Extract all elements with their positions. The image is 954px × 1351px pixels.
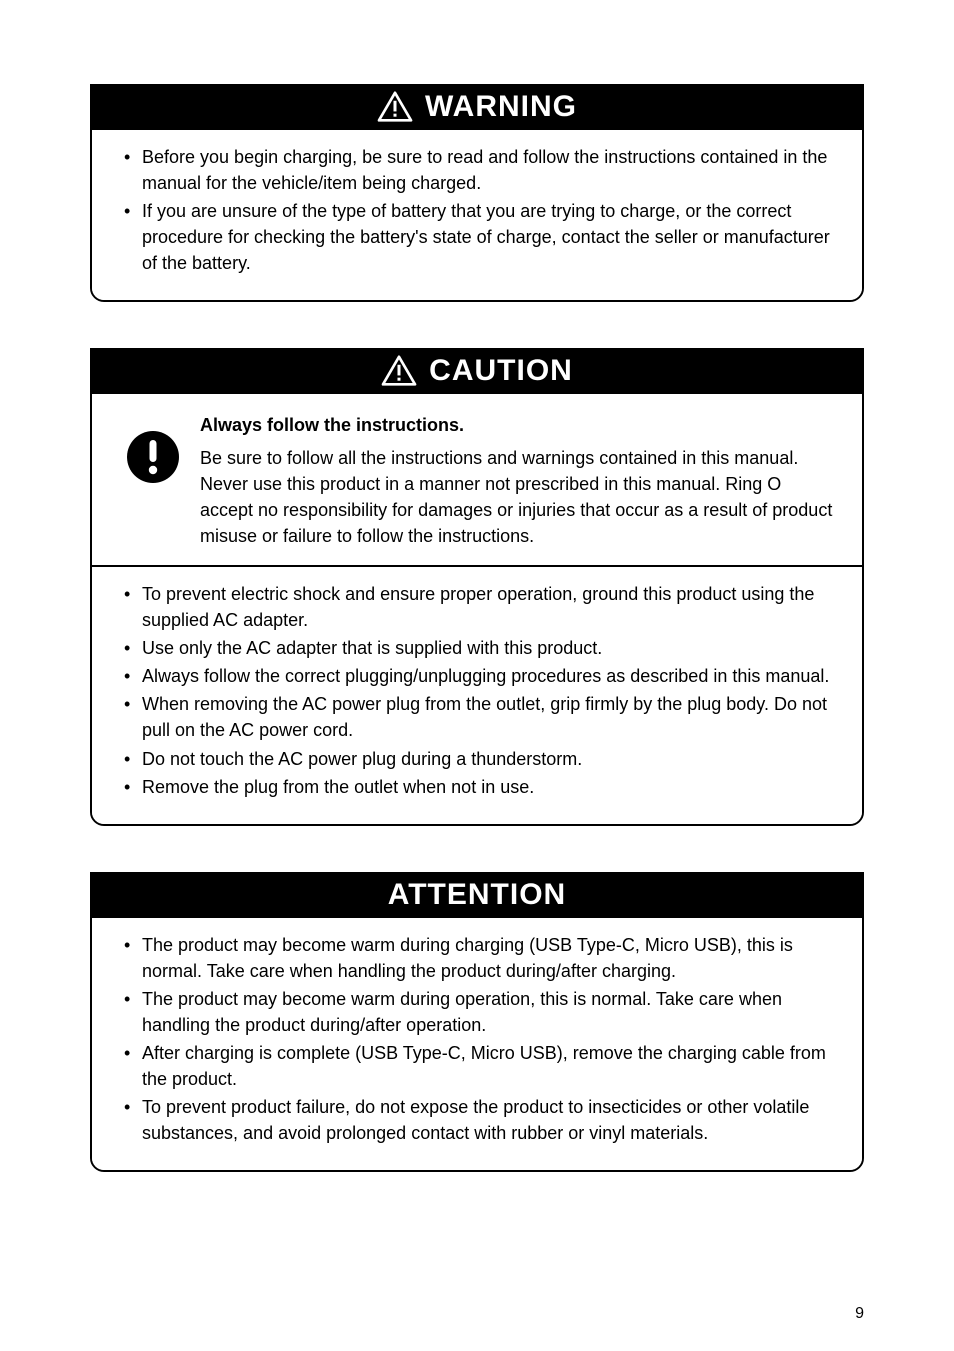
list-item: Always follow the correct plugging/unplu… (120, 663, 834, 689)
caution-section-1: Always follow the instructions. Be sure … (120, 412, 834, 548)
caution-paragraph: Be sure to follow all the instructions a… (200, 445, 834, 549)
list-item: To prevent electric shock and ensure pro… (120, 581, 834, 633)
list-item: Use only the AC adapter that is supplied… (120, 635, 834, 661)
attention-bullet-list: The product may become warm during charg… (120, 932, 834, 1147)
caution-title: Always follow the instructions. (200, 412, 834, 438)
list-item: If you are unsure of the type of battery… (120, 198, 834, 276)
list-item: The product may become warm during opera… (120, 986, 834, 1038)
caution-triangle-icon (381, 355, 417, 387)
caution-body: Always follow the instructions. Be sure … (92, 394, 862, 823)
caution-text-block: Always follow the instructions. Be sure … (200, 412, 834, 548)
warning-bullet-list: Before you begin charging, be sure to re… (120, 144, 834, 276)
warning-triangle-icon (377, 91, 413, 123)
attention-header: ATTENTION (92, 874, 862, 918)
warning-body: Before you begin charging, be sure to re… (92, 130, 862, 300)
list-item: Do not touch the AC power plug during a … (120, 746, 834, 772)
caution-label: CAUTION (429, 354, 573, 388)
caution-bullet-list: To prevent electric shock and ensure pro… (120, 581, 834, 800)
page-root: WARNING Before you begin charging, be su… (0, 0, 954, 1351)
caution-header: CAUTION (92, 350, 862, 394)
exclamation-circle-icon (126, 430, 180, 484)
list-item: Before you begin charging, be sure to re… (120, 144, 834, 196)
list-item: After charging is complete (USB Type-C, … (120, 1040, 834, 1092)
attention-label: ATTENTION (388, 878, 566, 912)
list-item: The product may become warm during charg… (120, 932, 834, 984)
warning-box: WARNING Before you begin charging, be su… (90, 84, 864, 302)
caution-box: CAUTION Always follow the instructions. … (90, 348, 864, 825)
list-item: Remove the plug from the outlet when not… (120, 774, 834, 800)
page-number: 9 (855, 1305, 864, 1323)
caution-divider (92, 565, 862, 567)
attention-box: ATTENTION The product may become warm du… (90, 872, 864, 1173)
attention-body: The product may become warm during charg… (92, 918, 862, 1171)
list-item: To prevent product failure, do not expos… (120, 1094, 834, 1146)
warning-label: WARNING (425, 90, 577, 124)
warning-header: WARNING (92, 86, 862, 130)
list-item: When removing the AC power plug from the… (120, 691, 834, 743)
